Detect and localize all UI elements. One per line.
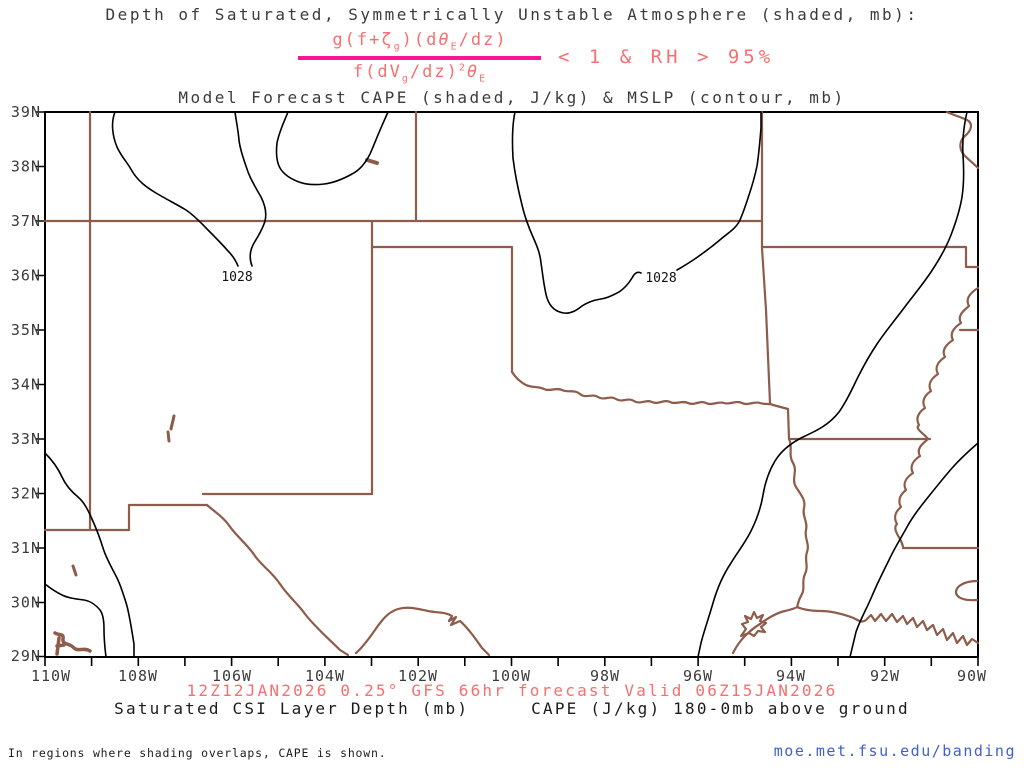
galveston-bay <box>739 610 768 638</box>
border-mexico-west <box>43 503 209 532</box>
mslp-contour-southwest-b <box>44 583 107 658</box>
border-ok-panhandle <box>370 245 514 374</box>
lon-label-106w: 106W <box>212 667 252 685</box>
lat-label-34n: 34N <box>11 376 41 394</box>
lon-label-98w: 98W <box>590 667 620 685</box>
map-subtitle: Model Forecast CAPE (shaded, J/kg) & MSL… <box>178 88 846 107</box>
lon-label-94w: 94W <box>776 667 806 685</box>
lon-label-100w: 100W <box>491 667 531 685</box>
lat-label-36n: 36N <box>11 267 41 285</box>
lat-label-37n: 37N <box>11 212 41 230</box>
lon-label-108w: 108W <box>118 667 158 685</box>
lat-label-38n: 38N <box>11 158 41 176</box>
lat-axis-ticks <box>36 111 45 658</box>
map-frame <box>44 111 979 658</box>
forecast-date-line: 12Z12JAN2026 0.25° GFS 66hr forecast Val… <box>186 681 838 700</box>
border-tx-ar-sabine <box>786 407 809 609</box>
shading-note: In regions where shading overlaps, CAPE … <box>8 746 387 760</box>
lake-southwest-corner <box>53 631 92 656</box>
lon-label-102w: 102W <box>398 667 438 685</box>
lat-label-39n: 39N <box>11 103 41 121</box>
gulf-coast-east <box>758 605 980 647</box>
mslp-contour-main-right <box>697 111 968 658</box>
lon-label-90w: 90W <box>957 667 987 685</box>
mslp-contour-southwest-a <box>44 452 135 658</box>
elephant-butte-lake <box>166 414 176 443</box>
mslp-contour-u-mid <box>275 111 389 186</box>
formula-numerator: g(f+ζg)(dθE/dz) <box>332 30 508 53</box>
formula-fraction-bar <box>298 56 541 60</box>
lat-label-35n: 35N <box>11 321 41 339</box>
formula-denominator: f(dVg/dz)2θE <box>352 62 488 85</box>
mslp-contour-southeast <box>849 442 979 658</box>
lon-label-104w: 104W <box>305 667 345 685</box>
gulf-coast-texas <box>731 622 762 655</box>
mslp-contour-1028-east <box>676 111 762 271</box>
mslp-contour-v-right <box>234 111 267 267</box>
cape-label: CAPE (J/kg) 180-0mb above ground <box>531 699 910 718</box>
mslp-contour-v-left <box>111 111 239 267</box>
red-river-tx-ok <box>510 370 790 411</box>
lon-label-96w: 96W <box>683 667 713 685</box>
formula-condition: < 1 & RH > 95% <box>558 46 775 68</box>
rio-grande <box>205 503 491 657</box>
lat-label-33n: 33N <box>11 430 41 448</box>
lake-pontchartrain <box>954 579 979 602</box>
contour-label-1028-left: 1028 <box>221 270 252 285</box>
lon-label-110w: 110W <box>31 667 71 685</box>
website-link[interactable]: moe.met.fsu.edu/banding <box>773 742 1016 760</box>
lat-label-31n: 31N <box>11 539 41 557</box>
variable-labels: Saturated CSI Layer Depth (mb) CAPE (J/k… <box>0 699 1024 718</box>
small-lake-sonora <box>71 564 78 577</box>
border-ks-mo-ok-ar <box>760 110 772 405</box>
mslp-contour-1028-west <box>511 111 642 314</box>
mississippi-river-main <box>894 286 980 550</box>
mississippi-river-north <box>945 110 980 170</box>
border-ar-mo-bootheel <box>760 245 980 269</box>
lat-label-30n: 30N <box>11 594 41 612</box>
csi-depth-label: Saturated CSI Layer Depth (mb) <box>114 699 470 718</box>
lon-label-92w: 92W <box>870 667 900 685</box>
lat-label-29n: 29N <box>11 647 41 665</box>
page-title: Depth of Saturated, Symmetrically Unstab… <box>105 5 919 24</box>
john-martin-reservoir <box>365 158 379 165</box>
lat-label-32n: 32N <box>11 485 41 503</box>
lon-axis-ticks <box>44 657 979 666</box>
contour-label-1028-right: 1028 <box>645 271 676 286</box>
